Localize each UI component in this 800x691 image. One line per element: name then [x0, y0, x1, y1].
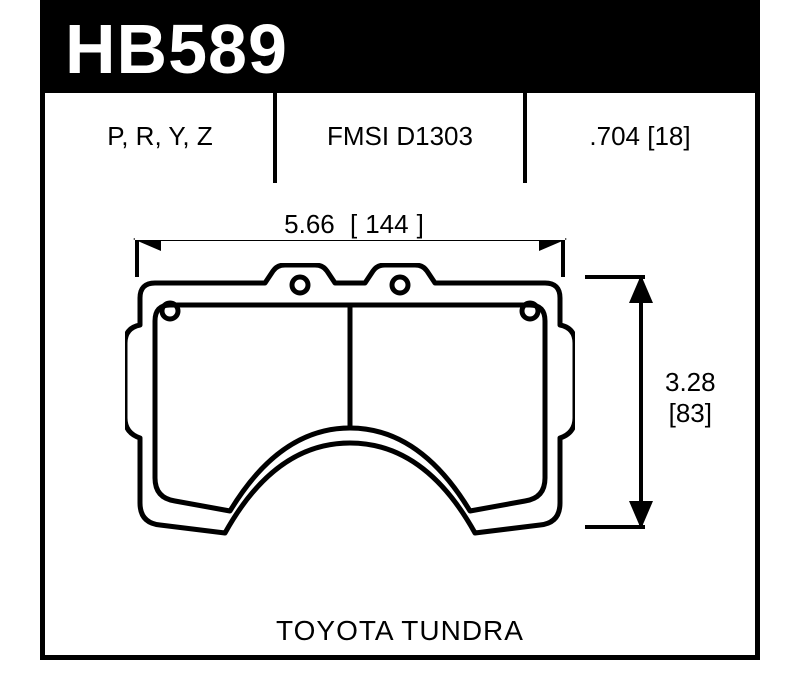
part-number: HB589 — [65, 9, 288, 89]
header-bar: HB589 — [45, 5, 755, 93]
arrow-up-icon — [629, 275, 653, 303]
thickness-mm: 18 — [654, 121, 683, 152]
height-label: 3.28 [83] — [665, 367, 716, 429]
width-label: 5.66 [144] — [135, 209, 565, 240]
width-in: 5.66 — [276, 209, 343, 239]
thickness-in: .704 — [589, 121, 640, 152]
spec-row: P, R, Y, Z FMSI D1303 .704 [18] — [45, 93, 755, 193]
spec-frame: HB589 P, R, Y, Z FMSI D1303 .704 [18] 5.… — [40, 0, 760, 660]
grades-cell: P, R, Y, Z — [45, 93, 275, 193]
height-mm: 83 — [676, 398, 705, 428]
brake-pad-outline — [125, 263, 575, 543]
width-mm: 144 — [357, 209, 416, 239]
dimension-line — [639, 277, 643, 527]
thickness-cell: .704 [18] — [525, 93, 755, 193]
diagram-area: 5.66 [144] 3.28 [83] — [45, 193, 755, 613]
arrow-down-icon — [629, 501, 653, 529]
height-in: 3.28 — [665, 367, 716, 397]
fmsi-cell: FMSI D1303 — [275, 93, 525, 193]
vehicle-name: TOYOTA TUNDRA — [45, 615, 755, 647]
